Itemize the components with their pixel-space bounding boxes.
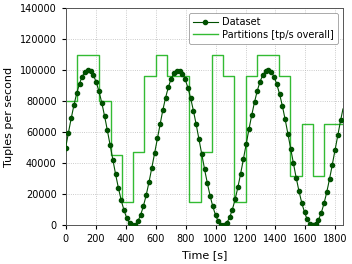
Partitions [tp/s overall] bbox=[108, 154, 113, 157]
Partitions [tp/s overall] bbox=[322, 174, 326, 177]
Partitions [tp/s overall] bbox=[243, 75, 247, 78]
Dataset bbox=[63, 146, 68, 149]
Partitions [tp/s overall] bbox=[322, 123, 326, 126]
Partitions [tp/s overall] bbox=[341, 123, 345, 126]
Dataset bbox=[227, 216, 232, 219]
Y-axis label: Tuples per second: Tuples per second bbox=[4, 67, 14, 167]
Partitions [tp/s overall] bbox=[300, 123, 304, 126]
Dataset bbox=[113, 168, 117, 171]
Partitions [tp/s overall] bbox=[120, 200, 124, 204]
Partitions [tp/s overall] bbox=[165, 53, 169, 56]
Partitions [tp/s overall] bbox=[75, 100, 79, 103]
Line: Partitions [tp/s overall]: Partitions [tp/s overall] bbox=[65, 55, 343, 202]
Line: Dataset: Dataset bbox=[64, 68, 345, 227]
Partitions [tp/s overall] bbox=[199, 151, 203, 154]
Partitions [tp/s overall] bbox=[221, 53, 225, 56]
Partitions [tp/s overall] bbox=[254, 75, 259, 78]
Dataset bbox=[221, 224, 225, 227]
Partitions [tp/s overall] bbox=[300, 174, 304, 177]
Dataset bbox=[189, 98, 193, 102]
X-axis label: Time [s]: Time [s] bbox=[182, 250, 227, 260]
Partitions [tp/s overall] bbox=[75, 53, 79, 56]
Partitions [tp/s overall] bbox=[142, 75, 146, 78]
Partitions [tp/s overall] bbox=[288, 174, 293, 177]
Partitions [tp/s overall] bbox=[199, 200, 203, 204]
Dataset bbox=[249, 116, 253, 119]
Partitions [tp/s overall] bbox=[254, 53, 259, 56]
Partitions [tp/s overall] bbox=[142, 151, 146, 154]
Partitions [tp/s overall] bbox=[108, 100, 113, 103]
Dataset bbox=[273, 79, 277, 82]
Dataset bbox=[266, 69, 270, 72]
Partitions [tp/s overall] bbox=[210, 53, 214, 56]
Legend: Dataset, Partitions [tp/s overall]: Dataset, Partitions [tp/s overall] bbox=[189, 13, 338, 44]
Partitions [tp/s overall] bbox=[311, 174, 315, 177]
Partitions [tp/s overall] bbox=[165, 75, 169, 78]
Dataset bbox=[341, 107, 345, 111]
Partitions [tp/s overall] bbox=[153, 53, 158, 56]
Partitions [tp/s overall] bbox=[210, 151, 214, 154]
Partitions [tp/s overall] bbox=[232, 75, 237, 78]
Partitions [tp/s overall] bbox=[97, 100, 101, 103]
Partitions [tp/s overall] bbox=[187, 200, 191, 204]
Partitions [tp/s overall] bbox=[63, 100, 68, 103]
Partitions [tp/s overall] bbox=[277, 75, 281, 78]
Partitions [tp/s overall] bbox=[288, 75, 293, 78]
Partitions [tp/s overall] bbox=[97, 53, 101, 56]
Partitions [tp/s overall] bbox=[120, 154, 124, 157]
Partitions [tp/s overall] bbox=[131, 200, 135, 204]
Dataset bbox=[135, 221, 139, 224]
Partitions [tp/s overall] bbox=[311, 123, 315, 126]
Partitions [tp/s overall] bbox=[153, 75, 158, 78]
Partitions [tp/s overall] bbox=[221, 75, 225, 78]
Partitions [tp/s overall] bbox=[131, 151, 135, 154]
Partitions [tp/s overall] bbox=[277, 53, 281, 56]
Partitions [tp/s overall] bbox=[187, 75, 191, 78]
Partitions [tp/s overall] bbox=[243, 200, 247, 204]
Partitions [tp/s overall] bbox=[232, 200, 237, 204]
